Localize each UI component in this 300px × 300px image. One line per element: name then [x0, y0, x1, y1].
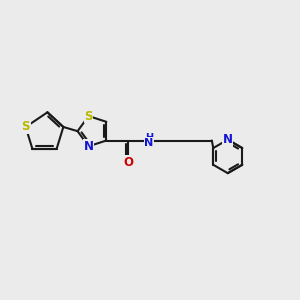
Text: O: O [123, 156, 133, 169]
Text: N: N [223, 133, 233, 146]
Text: S: S [21, 121, 30, 134]
Text: N: N [84, 140, 94, 153]
Text: N: N [144, 138, 154, 148]
Text: H: H [145, 133, 153, 143]
Text: S: S [84, 110, 93, 122]
